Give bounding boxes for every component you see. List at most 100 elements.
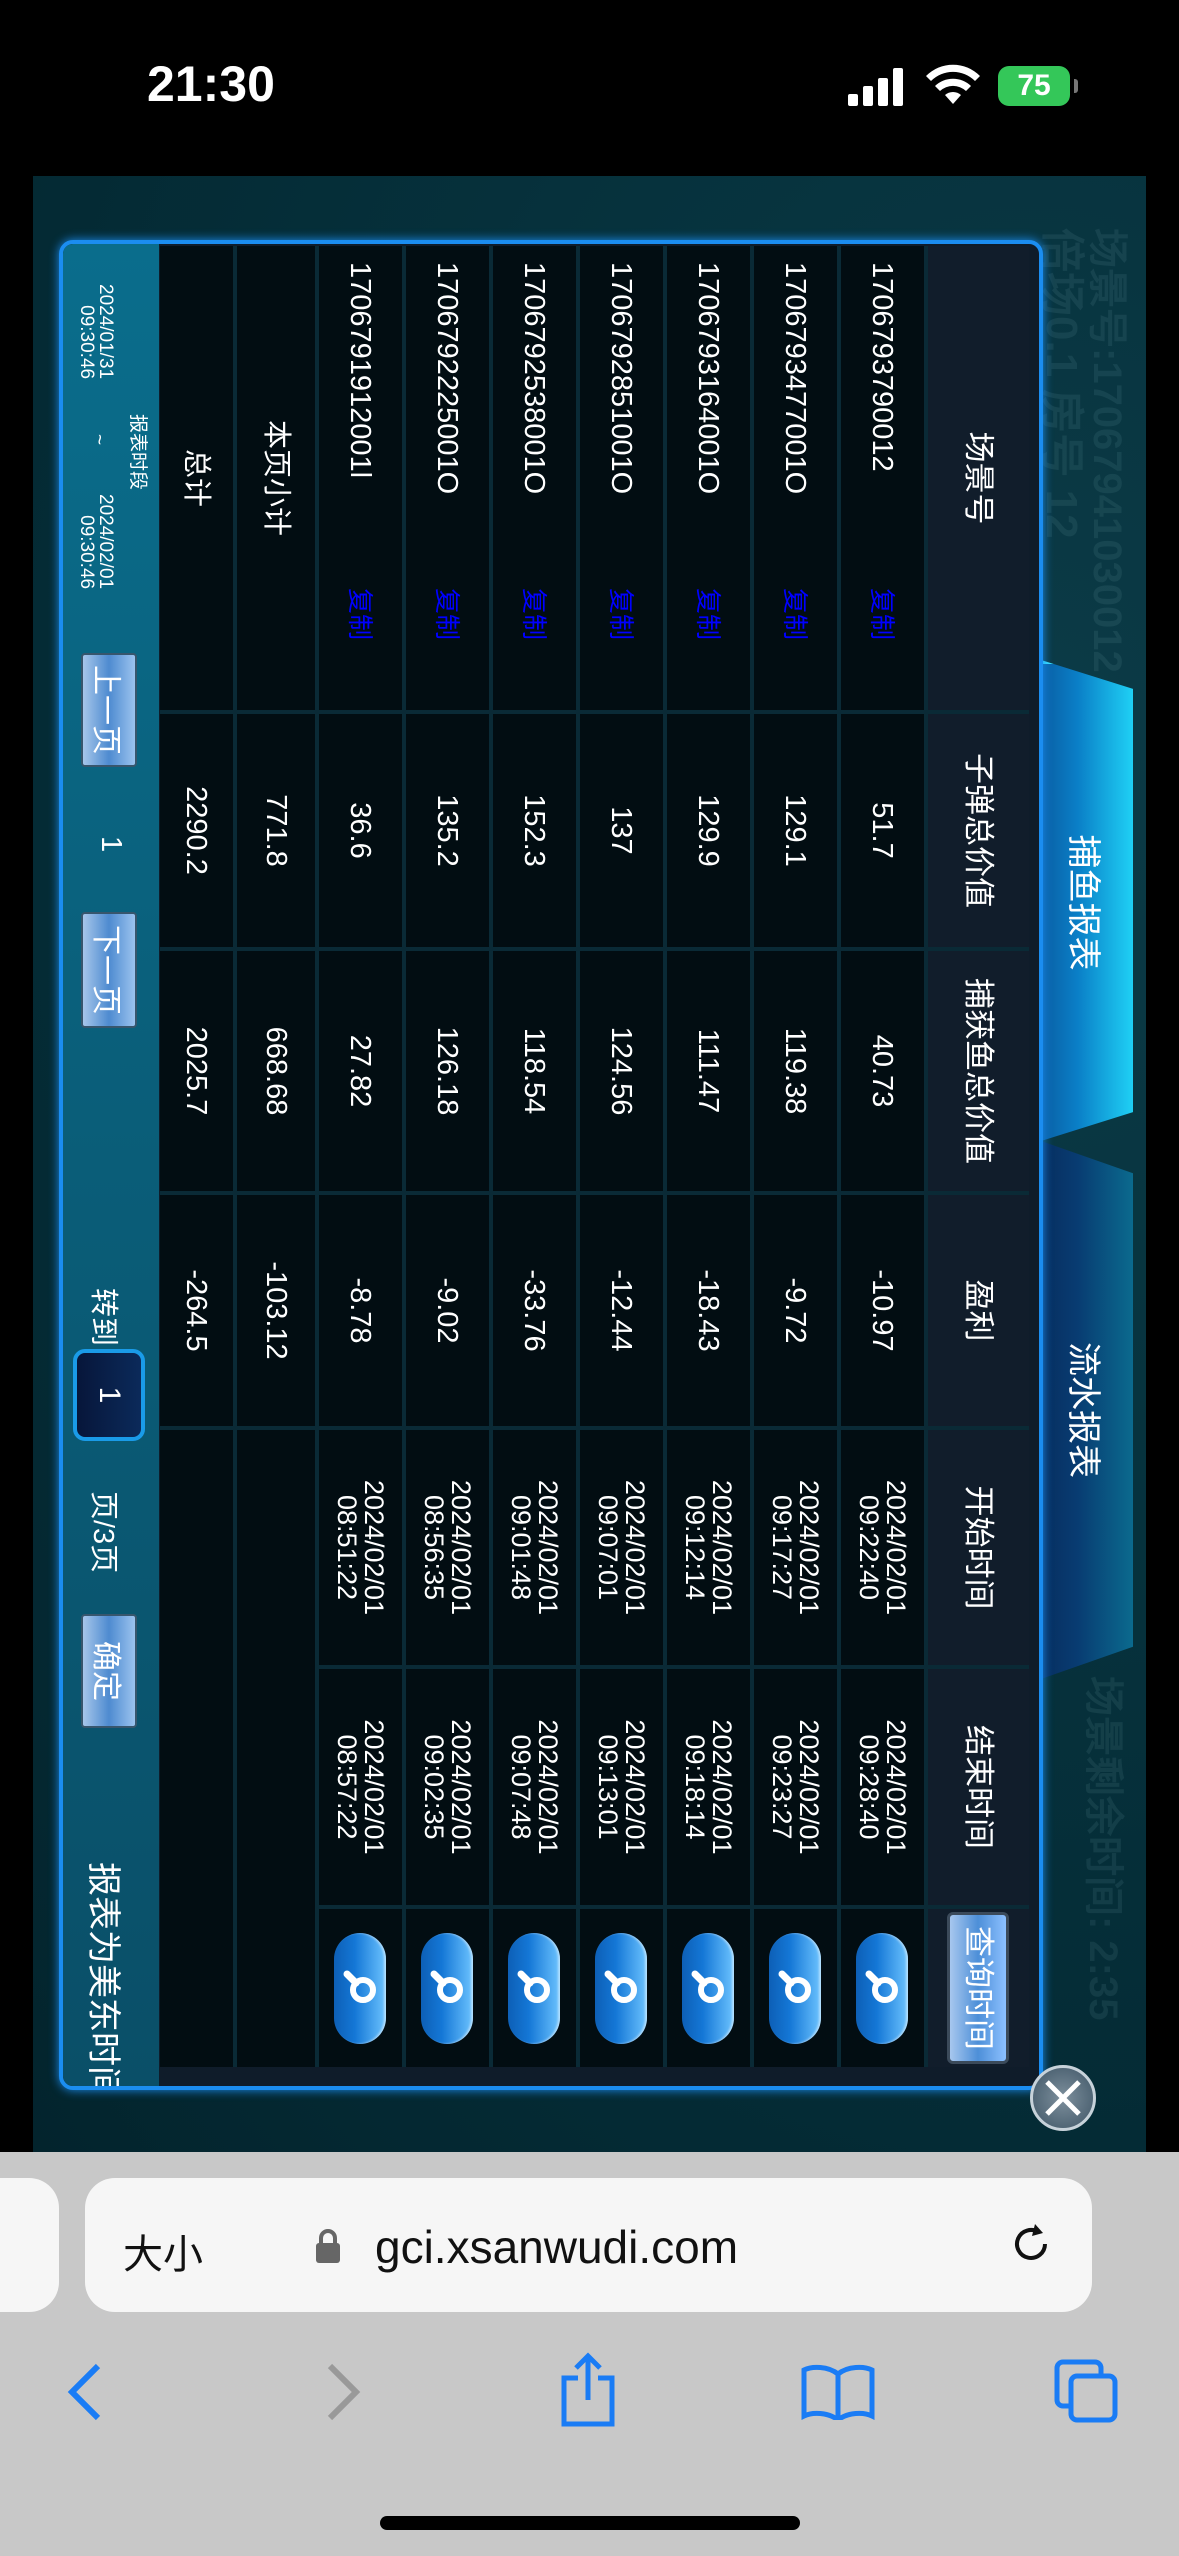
start-time-cell: 2024/02/01 08:56:35	[406, 1430, 489, 1665]
total-label: 总计	[160, 246, 233, 710]
total-fish: 2025.7	[160, 951, 233, 1191]
subtotal-blank	[237, 1430, 315, 2067]
copy-link[interactable]: 复制	[432, 587, 463, 640]
profit-cell: -33.76	[493, 1195, 576, 1426]
bullet-total-cell: 129.1	[754, 714, 837, 947]
bookmarks-icon[interactable]	[800, 2364, 876, 2420]
back-icon[interactable]	[64, 2362, 108, 2422]
tab-label: 捕鱼报表	[1064, 834, 1103, 971]
start-time-cell: 2024/02/01 09:01:48	[493, 1430, 576, 1665]
start-time-cell: 2024/02/01 09:12:14	[667, 1430, 750, 1665]
tab-label: 流水报表	[1064, 1342, 1103, 1478]
watermark-scene: 场景号:17067941030012	[1085, 228, 1129, 673]
reload-icon[interactable]	[1005, 2218, 1057, 2270]
profit-cell: -18.43	[667, 1195, 750, 1426]
copy-link[interactable]: 复制	[519, 587, 550, 640]
search-button[interactable]	[769, 1932, 822, 2044]
copy-link[interactable]: 复制	[606, 587, 637, 640]
battery-indicator: 75	[998, 66, 1078, 106]
search-cell	[493, 1909, 576, 2067]
search-cell	[754, 1909, 837, 2067]
profit-cell: -8.78	[319, 1195, 402, 1426]
profit-cell: -10.97	[841, 1195, 924, 1426]
search-button[interactable]	[856, 1932, 909, 2044]
end-time-cell: 2024/02/01 09:23:27	[754, 1669, 837, 1905]
lock-icon	[316, 2229, 340, 2263]
end-time-cell: 2024/02/01 09:28:40	[841, 1669, 924, 1905]
header-fish-total: 捕获鱼总价值	[928, 951, 1029, 1191]
fish-total-cell: 111.47	[667, 951, 750, 1191]
search-button[interactable]	[334, 1932, 387, 2044]
scene-id: 1706793477001O	[779, 262, 812, 495]
fish-total-cell: 126.18	[406, 951, 489, 1191]
copy-link[interactable]: 复制	[780, 587, 811, 640]
subtotal-label: 本页小计	[237, 246, 315, 710]
forward-icon[interactable]	[320, 2362, 364, 2422]
address-bar[interactable]: 大小 gci.xsanwudi.com	[85, 2178, 1092, 2312]
bullet-total-cell: 137	[580, 714, 663, 947]
start-time-cell: 2024/02/01 08:51:22	[319, 1430, 402, 1665]
copy-link[interactable]: 复制	[867, 587, 898, 640]
magnifier-icon	[779, 1970, 812, 2003]
cellular-signal-icon	[848, 68, 904, 106]
url-text[interactable]: gci.xsanwudi.com	[375, 2221, 739, 2273]
scene-id: 1706791912001l	[344, 262, 377, 479]
header-scene-id: 场景号	[928, 246, 1029, 710]
period-end: 2024/02/01 09:30:46	[76, 494, 116, 590]
report-footer: 报表时段 2024/01/31 09:30:46 ~ 2024/02/01 09…	[59, 244, 159, 2090]
search-button[interactable]	[508, 1932, 561, 2044]
magnifier-icon	[605, 1970, 638, 2003]
bullet-total-cell: 135.2	[406, 714, 489, 947]
query-time-button[interactable]: 查询时间	[947, 1912, 1010, 2064]
period-separator: ~	[88, 434, 109, 446]
search-button[interactable]	[595, 1932, 648, 2044]
fish-total-cell: 27.82	[319, 951, 402, 1191]
magnifier-icon	[344, 1970, 377, 2003]
confirm-button[interactable]: 确定	[81, 1614, 137, 1728]
header-bullet-total: 子弹总价值	[928, 714, 1029, 947]
text-size-button[interactable]: 大小	[123, 2233, 203, 2277]
copy-link[interactable]: 复制	[345, 587, 376, 640]
tab-flow-report[interactable]: 流水报表	[1041, 1141, 1133, 1679]
header-end-time: 结束时间	[928, 1669, 1029, 1905]
end-time-cell: 2024/02/01 09:07:48	[493, 1669, 576, 1905]
search-button[interactable]	[682, 1932, 735, 2044]
next-page-button[interactable]: 下一页	[81, 912, 137, 1028]
goto-page-input[interactable]: 1	[73, 1349, 145, 1441]
wifi-icon	[926, 64, 980, 104]
bullet-total-cell: 51.7	[841, 714, 924, 947]
status-bar: 21:30 75	[0, 0, 1179, 176]
magnifier-icon	[866, 1970, 899, 2003]
end-time-cell: 2024/02/01 09:13:01	[580, 1669, 663, 1905]
period-start: 2024/01/31 09:30:46	[76, 284, 116, 380]
total-profit: -264.5	[160, 1195, 233, 1426]
copy-link[interactable]: 复制	[693, 587, 724, 640]
subtotal-profit: -103.12	[237, 1195, 315, 1426]
bullet-total-cell: 36.6	[319, 714, 402, 947]
close-button[interactable]	[1030, 2065, 1096, 2131]
total-pages: 页/3页	[87, 1491, 119, 1574]
end-time-cell: 2024/02/01 08:57:22	[319, 1669, 402, 1905]
search-button[interactable]	[421, 1932, 474, 2044]
previous-tab-preview[interactable]	[0, 2178, 59, 2312]
tabs-icon[interactable]	[1053, 2358, 1121, 2426]
scene-id: 1706793790012	[866, 262, 899, 472]
header-start-time: 开始时间	[928, 1430, 1029, 1665]
magnifier-icon	[692, 1970, 725, 2003]
scene-id-cell: 1706792851001O 复制	[580, 246, 663, 710]
home-indicator[interactable]	[380, 2516, 800, 2530]
profit-cell: -12.44	[580, 1195, 663, 1426]
prev-page-button[interactable]: 上一页	[81, 653, 137, 767]
period-label: 报表时段	[127, 414, 148, 491]
share-icon[interactable]	[556, 2352, 620, 2428]
tab-fishing-report[interactable]: 捕鱼报表	[1041, 660, 1133, 1141]
magnifier-icon	[431, 1970, 464, 2003]
total-blank	[160, 1430, 233, 2067]
scene-id-cell: 1706792225001O 复制	[406, 246, 489, 710]
profit-cell: -9.72	[754, 1195, 837, 1426]
report-screen: 倍场0.1 房号 12 场景号:17067941030012 场景剩余时间: 2…	[33, 176, 1146, 2152]
scene-id: 1706792851001O	[605, 262, 638, 495]
goto-label: 转到	[87, 1288, 119, 1347]
scene-id-cell: 1706793164001O 复制	[667, 246, 750, 710]
scene-id: 1706792538001O	[518, 262, 551, 495]
